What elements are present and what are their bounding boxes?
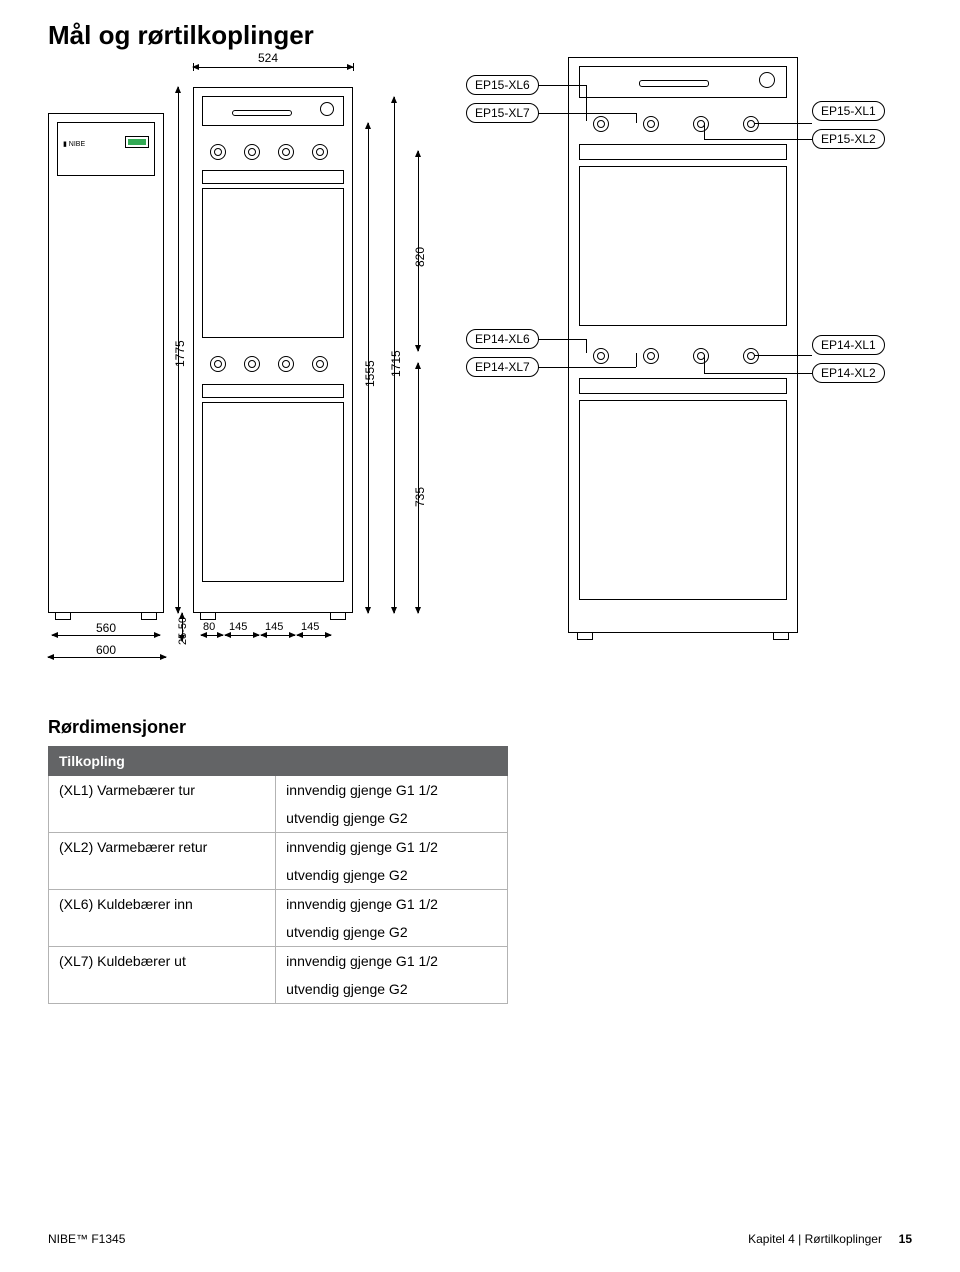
dim-600: 600 [96, 643, 116, 657]
callout-ep15-xl2: EP15-XL2 [812, 129, 885, 149]
callout-ep14-xl6: EP14-XL6 [466, 329, 539, 349]
unit-open [193, 87, 353, 613]
dim-145c: 145 [301, 621, 319, 633]
dim-line [52, 635, 160, 636]
callout-ep15-xl1: EP15-XL1 [812, 101, 885, 121]
row-value: innvendig gjenge G1 1/2 [276, 890, 508, 919]
row-label: (XL2) Varmebærer retur [49, 833, 276, 862]
table-row: utvendig gjenge G2 [49, 975, 508, 1004]
dim-line [297, 635, 331, 636]
footer-chapter-label: Kapitel 4 [748, 1232, 795, 1246]
dim-735: 735 [413, 487, 427, 507]
row-label: (XL1) Varmebærer tur [49, 776, 276, 805]
callout-ep15-xl6: EP15-XL6 [466, 75, 539, 95]
table-row: utvendig gjenge G2 [49, 804, 508, 833]
footer-page-number: 15 [899, 1232, 912, 1246]
dim-line [261, 635, 295, 636]
dim-line [193, 67, 353, 68]
dimension-diagram: 524 ▮ NIBE [48, 57, 912, 697]
dim-1555: 1555 [363, 360, 377, 387]
row-value: innvendig gjenge G1 1/2 [276, 776, 508, 805]
row-value: utvendig gjenge G2 [276, 918, 508, 947]
table-row: (XL7) Kuldebærer ut innvendig gjenge G1 … [49, 947, 508, 976]
row-value: innvendig gjenge G1 1/2 [276, 947, 508, 976]
table-row: utvendig gjenge G2 [49, 861, 508, 890]
callout-ep14-xl2: EP14-XL2 [812, 363, 885, 383]
table-row: (XL6) Kuldebærer inn innvendig gjenge G1… [49, 890, 508, 919]
table-row: (XL1) Varmebærer tur innvendig gjenge G1… [49, 776, 508, 805]
dim-1775: 1775 [173, 340, 187, 367]
footer-sep: | [795, 1232, 805, 1246]
callout-ep15-xl7: EP15-XL7 [466, 103, 539, 123]
row-label: (XL6) Kuldebærer inn [49, 890, 276, 919]
unit-front: ▮ NIBE [48, 113, 164, 613]
pipe-dimensions-table: Tilkopling (XL1) Varmebærer tur innvendi… [48, 746, 508, 1004]
dim-820: 820 [413, 247, 427, 267]
row-value: utvendig gjenge G2 [276, 804, 508, 833]
table-heading: Rørdimensjoner [48, 717, 912, 738]
table-row: (XL2) Varmebærer retur innvendig gjenge … [49, 833, 508, 862]
table-col-header: Tilkopling [49, 747, 276, 776]
page-title: Mål og rørtilkoplinger [48, 20, 912, 51]
footer-left: NIBE™ F1345 [48, 1232, 125, 1246]
row-value: utvendig gjenge G2 [276, 861, 508, 890]
row-label: (XL7) Kuldebærer ut [49, 947, 276, 976]
callout-ep14-xl1: EP14-XL1 [812, 335, 885, 355]
dim-560: 560 [96, 621, 116, 635]
dim-line [201, 635, 223, 636]
page-footer: NIBE™ F1345 Kapitel 4 | Rørtilkoplinger … [48, 1232, 912, 1246]
callout-ep14-xl7: EP14-XL7 [466, 357, 539, 377]
table-row: utvendig gjenge G2 [49, 918, 508, 947]
dim-145b: 145 [265, 621, 283, 633]
dim-line [225, 635, 259, 636]
dim-1715: 1715 [389, 350, 403, 377]
row-value: utvendig gjenge G2 [276, 975, 508, 1004]
footer-chapter-title: Rørtilkoplinger [805, 1232, 882, 1246]
row-value: innvendig gjenge G1 1/2 [276, 833, 508, 862]
dim-25-50: 25-50 [177, 617, 189, 645]
dim-80: 80 [203, 621, 215, 633]
dim-524: 524 [258, 51, 278, 65]
dim-145a: 145 [229, 621, 247, 633]
dim-line [48, 657, 166, 658]
unit-right [568, 57, 798, 633]
